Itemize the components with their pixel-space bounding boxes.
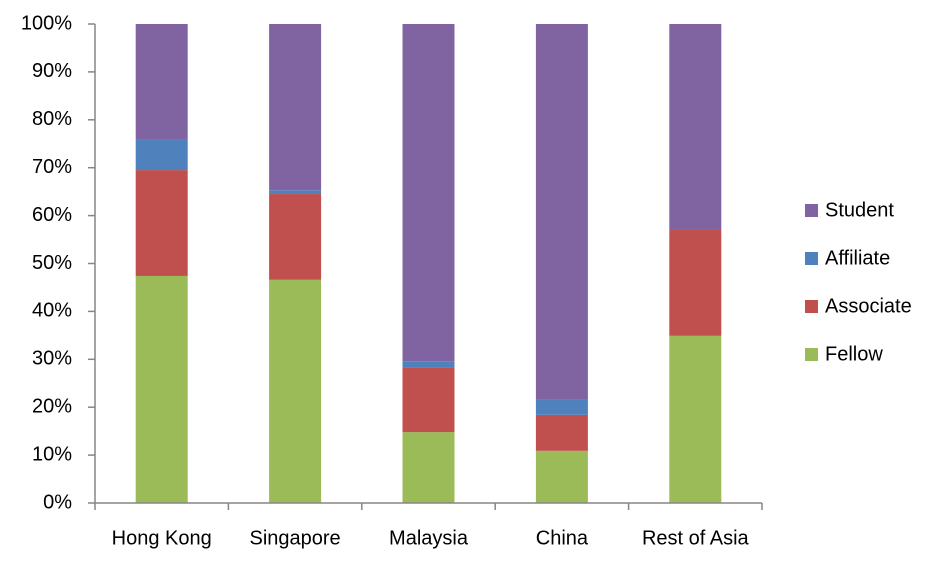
bar-segment <box>402 432 455 503</box>
bar-segment <box>269 24 322 191</box>
bar-segment <box>135 275 188 503</box>
bar-segment <box>535 24 588 400</box>
x-tick-label: Malaysia <box>389 527 469 549</box>
legend-label: Affiliate <box>825 247 890 269</box>
bar-segment <box>535 450 588 503</box>
bar-segment <box>402 361 455 368</box>
bar-segment <box>269 279 322 503</box>
bar-segment <box>669 24 722 230</box>
y-tick-label: 50% <box>32 252 72 274</box>
bar-segment <box>135 139 188 171</box>
y-tick-label: 20% <box>32 395 72 417</box>
x-tick-label: Singapore <box>250 527 341 549</box>
bar-segment <box>135 170 188 276</box>
legend-swatch <box>805 348 818 361</box>
bar-segment <box>269 190 322 195</box>
bar-segment <box>269 194 322 280</box>
legend-swatch <box>805 204 818 217</box>
y-tick-label: 40% <box>32 300 72 322</box>
y-tick-label: 30% <box>32 348 72 370</box>
legend-swatch <box>805 252 818 265</box>
bar-segment <box>535 414 588 451</box>
bar-segment <box>402 367 455 433</box>
y-tick-label: 0% <box>43 491 72 513</box>
y-tick-label: 80% <box>32 108 72 130</box>
legend-label: Fellow <box>825 343 883 365</box>
x-tick-label: Rest of Asia <box>642 527 750 549</box>
bar-segment <box>402 24 455 362</box>
y-tick-label: 60% <box>32 204 72 226</box>
y-tick-label: 10% <box>32 443 72 465</box>
y-tick-label: 90% <box>32 60 72 82</box>
y-tick-label: 100% <box>21 12 72 34</box>
legend-label: Associate <box>825 295 912 317</box>
bar-segment <box>669 335 722 503</box>
legend-swatch <box>805 300 818 313</box>
x-tick-label: Hong Kong <box>112 527 212 549</box>
x-tick-label: China <box>536 527 589 549</box>
bar-segment <box>669 229 722 336</box>
bar-segment <box>135 24 188 140</box>
legend-label: Student <box>825 199 894 221</box>
bar-segment <box>535 399 588 415</box>
y-tick-label: 70% <box>32 156 72 178</box>
